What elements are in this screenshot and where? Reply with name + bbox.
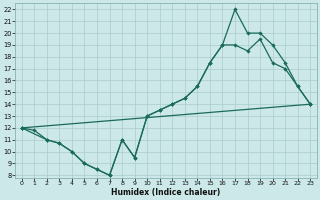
X-axis label: Humidex (Indice chaleur): Humidex (Indice chaleur) bbox=[111, 188, 220, 197]
